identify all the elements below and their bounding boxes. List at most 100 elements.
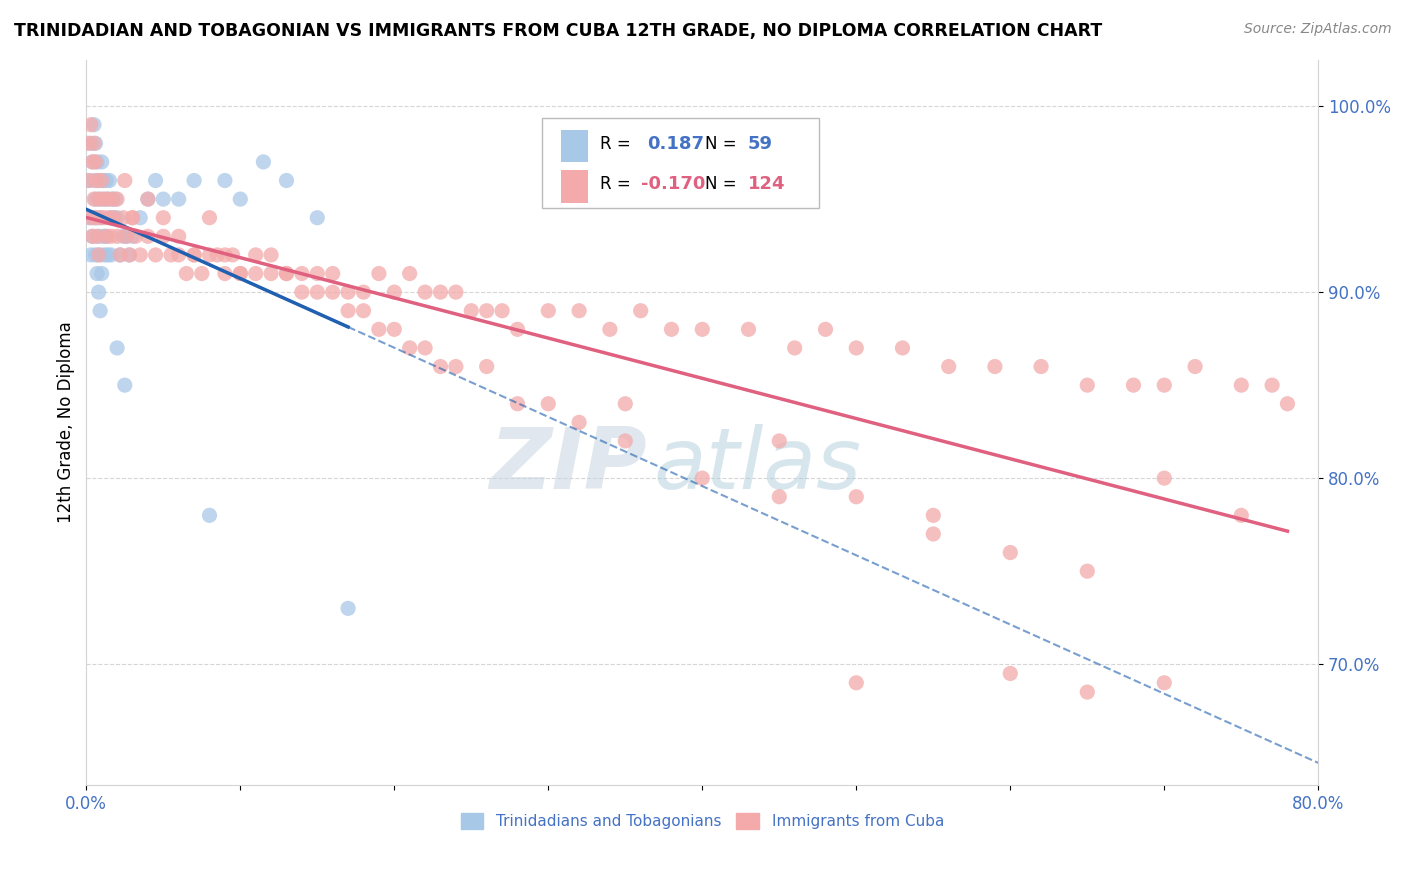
Point: [1153, 471, 1175, 485]
Point: [91, 192, 114, 206]
Point: [506, 322, 529, 336]
Point: [614, 397, 637, 411]
Point: [121, 211, 143, 225]
Point: [768, 490, 790, 504]
Point: [103, 211, 125, 225]
Point: [91, 173, 114, 187]
Point: [1230, 508, 1253, 523]
Point: [1153, 675, 1175, 690]
Point: [444, 359, 467, 374]
Point: [87, 192, 110, 206]
Point: [183, 248, 205, 262]
Point: [845, 341, 868, 355]
Point: [783, 341, 806, 355]
Point: [845, 675, 868, 690]
Point: [91, 229, 114, 244]
Point: [398, 341, 420, 355]
Point: [291, 285, 314, 299]
Point: [87, 248, 110, 262]
Point: [86, 155, 108, 169]
Point: [83, 173, 105, 187]
Point: [160, 248, 183, 262]
Point: [96, 173, 118, 187]
Point: [80, 248, 103, 262]
Point: [690, 322, 713, 336]
Point: [444, 285, 467, 299]
Point: [82, 229, 104, 244]
Point: [599, 322, 621, 336]
Point: [506, 397, 529, 411]
Point: [90, 173, 112, 187]
Point: [89, 303, 111, 318]
Point: [84, 155, 107, 169]
Point: [1230, 378, 1253, 392]
Point: [276, 173, 298, 187]
Point: [245, 248, 267, 262]
Point: [121, 211, 143, 225]
Point: [86, 229, 108, 244]
Point: [1277, 397, 1299, 411]
Point: [101, 192, 124, 206]
Point: [537, 303, 560, 318]
Point: [105, 341, 128, 355]
Point: [367, 267, 389, 281]
Text: 0.187: 0.187: [647, 136, 704, 153]
Point: [152, 229, 174, 244]
Point: [108, 248, 131, 262]
Point: [105, 229, 128, 244]
Point: [367, 322, 389, 336]
Point: [83, 118, 105, 132]
Text: -0.170: -0.170: [641, 176, 704, 194]
Point: [245, 267, 267, 281]
Point: [176, 267, 198, 281]
Point: [322, 285, 344, 299]
Point: [491, 303, 513, 318]
Point: [167, 248, 190, 262]
Text: 124: 124: [748, 176, 786, 194]
Point: [413, 285, 436, 299]
Point: [76, 173, 98, 187]
Point: [1029, 359, 1052, 374]
Point: [79, 173, 101, 187]
Point: [568, 303, 591, 318]
Point: [152, 192, 174, 206]
Point: [83, 211, 105, 225]
Point: [229, 192, 252, 206]
Point: [276, 267, 298, 281]
Point: [136, 229, 159, 244]
FancyBboxPatch shape: [543, 118, 820, 209]
Point: [1261, 378, 1284, 392]
Point: [145, 248, 167, 262]
Point: [79, 211, 101, 225]
Point: [80, 211, 103, 225]
Point: [475, 359, 498, 374]
Point: [86, 173, 108, 187]
Point: [94, 211, 117, 225]
Text: ZIP: ZIP: [489, 425, 647, 508]
Point: [145, 173, 167, 187]
Point: [101, 192, 124, 206]
Point: [89, 211, 111, 225]
Point: [221, 248, 243, 262]
Point: [537, 397, 560, 411]
Y-axis label: 12th Grade, No Diploma: 12th Grade, No Diploma: [58, 321, 75, 524]
Point: [87, 173, 110, 187]
Point: [84, 211, 107, 225]
Point: [1184, 359, 1206, 374]
Point: [1076, 685, 1098, 699]
Point: [198, 508, 221, 523]
Point: [94, 248, 117, 262]
Point: [80, 118, 103, 132]
Point: [96, 229, 118, 244]
Point: [737, 322, 759, 336]
Point: [353, 303, 375, 318]
Point: [98, 211, 121, 225]
Point: [82, 155, 104, 169]
Point: [114, 378, 136, 392]
Point: [1153, 378, 1175, 392]
Text: R =: R =: [600, 136, 631, 153]
Point: [108, 248, 131, 262]
Point: [229, 267, 252, 281]
Point: [118, 248, 141, 262]
Point: [337, 601, 360, 615]
